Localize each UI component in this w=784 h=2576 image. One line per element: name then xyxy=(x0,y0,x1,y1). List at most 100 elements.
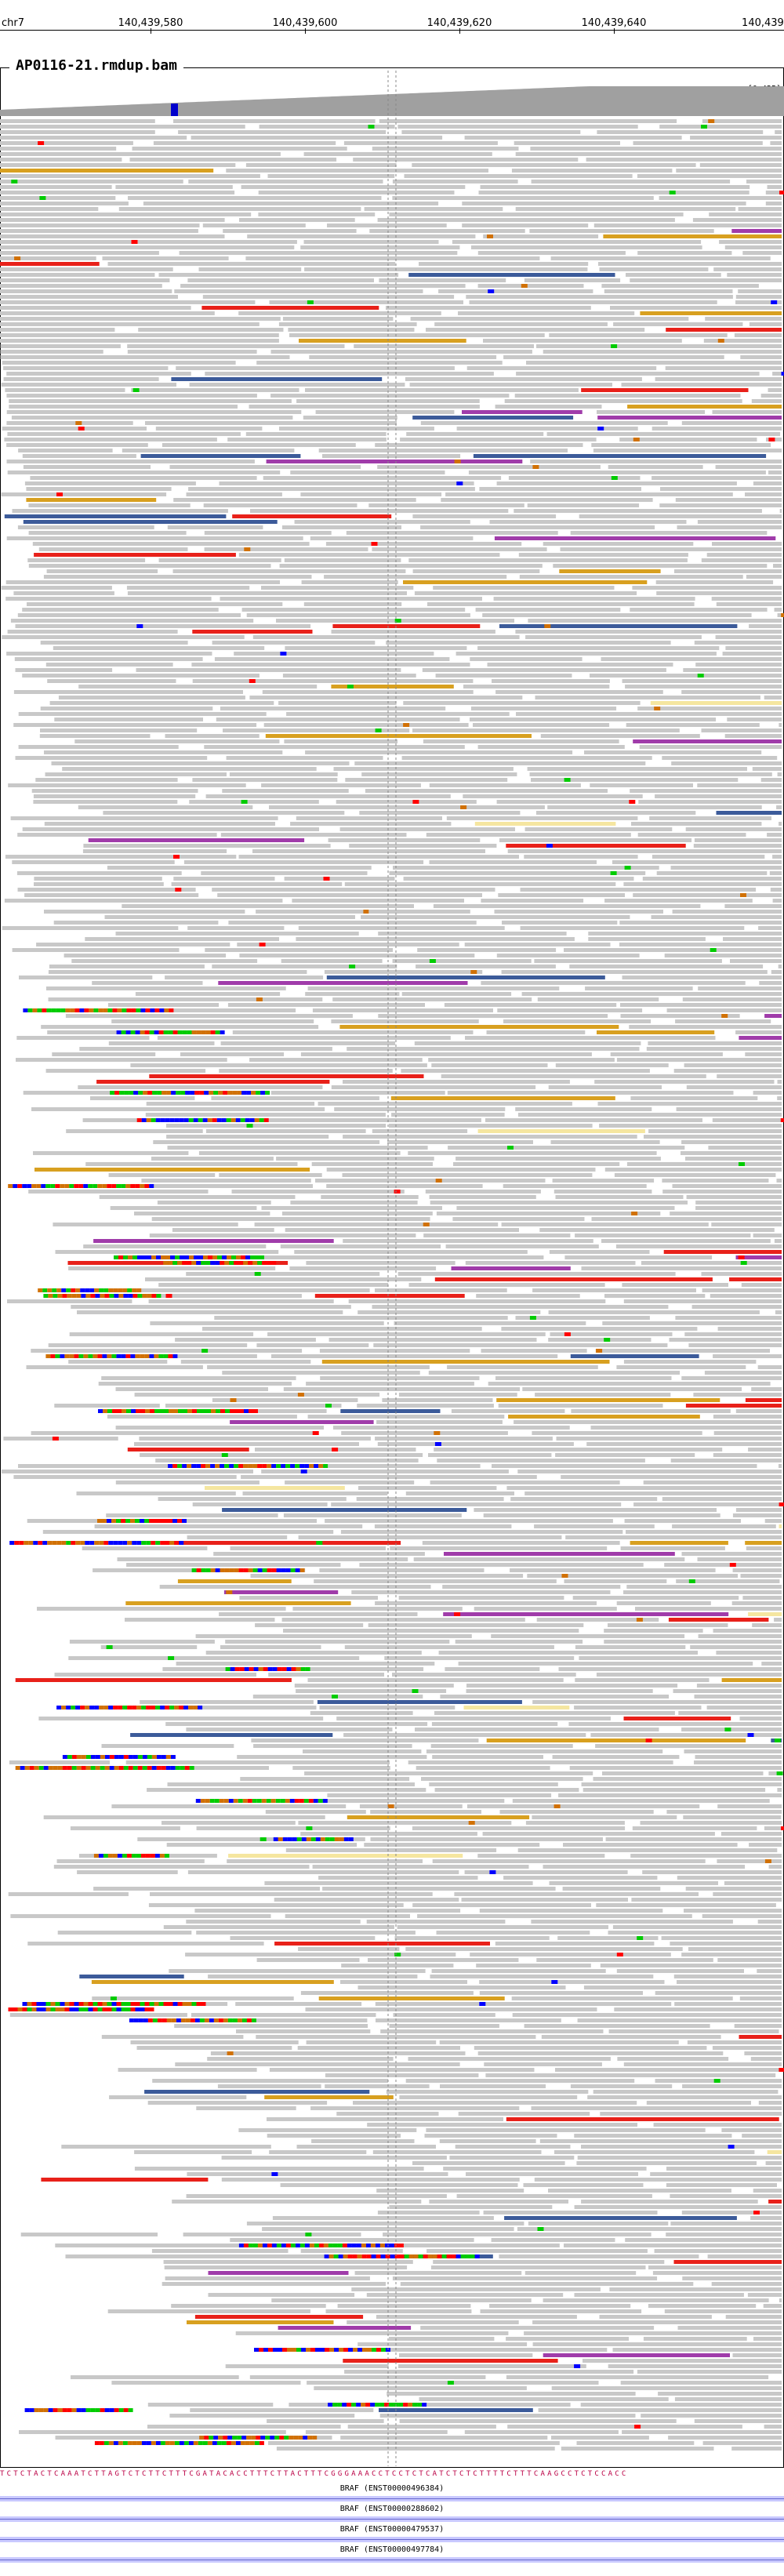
read[interactable] xyxy=(433,904,701,908)
read[interactable] xyxy=(332,1426,570,1430)
read[interactable] xyxy=(659,503,782,507)
read[interactable] xyxy=(183,2233,361,2236)
read[interactable] xyxy=(433,586,615,590)
read[interactable] xyxy=(103,811,345,815)
read[interactable] xyxy=(186,2194,447,2198)
read[interactable] xyxy=(721,2128,782,2132)
read[interactable] xyxy=(387,1140,533,1144)
read[interactable] xyxy=(724,1881,782,1885)
read[interactable] xyxy=(768,388,782,392)
read[interactable] xyxy=(326,976,605,979)
read[interactable] xyxy=(372,2150,542,2154)
read[interactable] xyxy=(436,1212,661,1215)
read[interactable] xyxy=(648,2265,782,2269)
read[interactable] xyxy=(564,1579,667,1583)
read[interactable] xyxy=(261,1206,443,1210)
read[interactable] xyxy=(681,1376,782,1380)
read[interactable] xyxy=(622,2430,782,2434)
read[interactable] xyxy=(608,2364,782,2368)
read[interactable] xyxy=(239,1596,378,1600)
read[interactable] xyxy=(683,668,782,672)
read[interactable] xyxy=(356,1497,504,1501)
read[interactable] xyxy=(1,586,112,590)
read[interactable] xyxy=(412,2161,565,2165)
read[interactable] xyxy=(339,827,515,831)
read[interactable] xyxy=(231,1190,405,1194)
read[interactable] xyxy=(228,1854,463,1858)
read[interactable] xyxy=(47,679,176,683)
read[interactable] xyxy=(171,377,383,381)
read[interactable] xyxy=(757,1920,782,1924)
read[interactable] xyxy=(630,1096,758,1100)
read[interactable] xyxy=(150,1892,433,1896)
read[interactable] xyxy=(301,580,398,584)
read[interactable] xyxy=(504,2216,737,2220)
read[interactable] xyxy=(71,959,258,963)
read[interactable] xyxy=(720,1832,782,1836)
read[interactable] xyxy=(299,339,466,343)
read[interactable] xyxy=(466,1689,653,1693)
read[interactable] xyxy=(652,2271,782,2275)
read[interactable] xyxy=(19,976,153,979)
read[interactable] xyxy=(220,1041,396,1045)
read[interactable] xyxy=(238,855,520,859)
read[interactable] xyxy=(693,1393,782,1397)
read[interactable] xyxy=(78,1294,302,1298)
read[interactable] xyxy=(38,1717,324,1720)
read[interactable] xyxy=(283,1464,481,1468)
read[interactable] xyxy=(167,525,263,529)
read[interactable] xyxy=(688,1947,782,1951)
read[interactable] xyxy=(668,1618,769,1622)
read[interactable] xyxy=(712,2046,782,2050)
read[interactable] xyxy=(219,1069,393,1073)
read[interactable] xyxy=(43,1815,325,1819)
read[interactable] xyxy=(229,772,338,776)
read[interactable] xyxy=(609,2287,782,2291)
read[interactable] xyxy=(279,564,543,568)
read[interactable] xyxy=(241,608,466,612)
read[interactable] xyxy=(648,1041,782,1045)
read[interactable] xyxy=(219,481,474,485)
read[interactable] xyxy=(334,1107,506,1111)
read[interactable] xyxy=(532,1431,702,1435)
read[interactable] xyxy=(470,245,702,249)
read[interactable] xyxy=(386,306,591,310)
read[interactable] xyxy=(431,1063,548,1067)
read[interactable] xyxy=(541,2035,721,2039)
read[interactable] xyxy=(353,2101,637,2105)
read[interactable] xyxy=(528,2222,669,2225)
read[interactable] xyxy=(555,2068,782,2072)
read[interactable] xyxy=(189,800,319,804)
read[interactable] xyxy=(549,1250,650,1254)
read[interactable] xyxy=(6,443,148,447)
read[interactable] xyxy=(389,2024,499,2028)
read[interactable] xyxy=(555,1195,684,1199)
read[interactable] xyxy=(192,679,474,683)
read[interactable] xyxy=(300,492,442,496)
read[interactable] xyxy=(96,1080,330,1084)
read[interactable] xyxy=(652,855,765,859)
read[interactable] xyxy=(0,196,116,200)
read[interactable] xyxy=(406,432,544,436)
read[interactable] xyxy=(106,1513,278,1517)
read[interactable] xyxy=(122,904,415,908)
read[interactable] xyxy=(694,1695,782,1699)
read[interactable] xyxy=(390,1546,608,1550)
read[interactable] xyxy=(368,1623,584,1627)
read[interactable] xyxy=(593,223,782,227)
read[interactable] xyxy=(681,1151,782,1155)
read[interactable] xyxy=(768,1771,782,1775)
read[interactable] xyxy=(637,707,782,710)
read[interactable] xyxy=(438,289,593,293)
read[interactable] xyxy=(412,1903,591,1907)
read[interactable] xyxy=(764,2425,782,2429)
read[interactable] xyxy=(292,899,464,903)
read[interactable] xyxy=(307,1678,564,1682)
read[interactable] xyxy=(522,1387,742,1391)
read[interactable] xyxy=(6,421,133,425)
read[interactable] xyxy=(604,1168,782,1172)
read[interactable] xyxy=(267,2419,384,2423)
read[interactable] xyxy=(147,2101,328,2105)
read[interactable] xyxy=(107,1415,297,1419)
read[interactable] xyxy=(426,328,645,332)
